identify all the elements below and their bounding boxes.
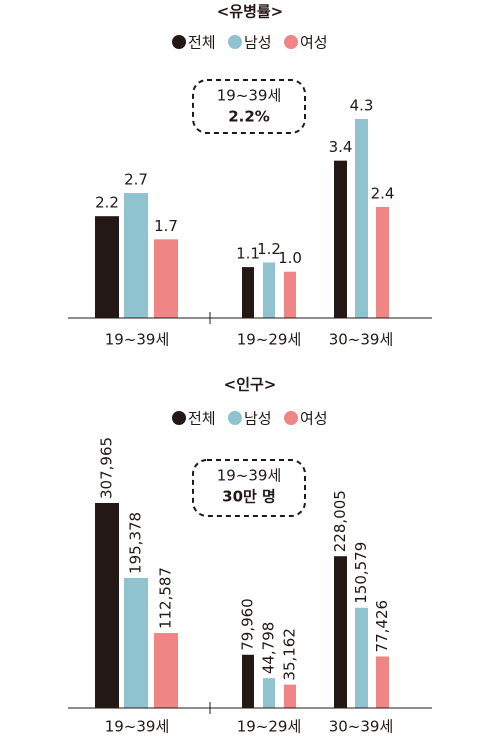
annotation-box [192,459,306,517]
value-label: 35,162 [281,628,299,681]
value-label: 2.7 [124,171,148,189]
bar [263,262,275,318]
value-label: 195,378 [127,512,145,574]
bar [355,119,368,318]
annotation-value: 2.2% [228,108,270,126]
value-label: 3.4 [329,138,353,156]
x-tick-label: 19~39세 [105,331,170,349]
bar [154,239,178,318]
value-label: 307,965 [98,437,116,499]
value-label: 4.3 [350,97,374,115]
value-label: 1.1 [236,245,260,263]
bar [284,684,296,708]
value-label: 77,426 [373,600,391,653]
value-label: 150,579 [352,542,370,604]
legend-dot [284,35,298,49]
bar [334,556,347,708]
legend-label: 전체 [188,34,216,52]
legend-label: 여성 [300,34,328,52]
legend-label: 여성 [300,410,328,428]
x-tick-label: 19~39세 [105,718,170,736]
x-tick-label: 30~39세 [329,718,394,736]
bar [95,216,119,318]
bar [355,607,368,708]
bar [263,678,275,708]
bar [95,503,119,708]
legend-label: 남성 [244,410,272,428]
value-label: 79,960 [239,598,257,651]
bar [124,577,148,708]
chart-title: <인구> [224,376,277,394]
legend-label: 남성 [244,34,272,52]
legend-dot [228,35,242,49]
legend-label: 전체 [188,410,216,428]
bar [284,271,296,318]
legend-dot [228,411,242,425]
x-tick-label: 19~29세 [237,331,302,349]
value-label: 2.4 [371,184,395,202]
legend-dot [172,35,186,49]
annotation-label: 19~39세 [217,87,282,105]
value-label: 1.0 [278,249,302,267]
value-label: 112,587 [157,567,175,629]
value-label: 228,005 [331,490,349,552]
chart-title: <유병률> [217,3,284,21]
x-tick-label: 19~29세 [237,718,302,736]
value-label: 44,798 [260,622,278,675]
annotation-value: 30만 명 [222,488,276,506]
legend-dot [172,411,186,425]
value-label: 1.7 [154,217,178,235]
bar [124,193,148,318]
annotation-box [192,79,306,134]
bar [242,654,254,708]
annotation-label: 19~39세 [217,467,282,485]
x-tick-label: 30~39세 [329,331,394,349]
bar [242,267,254,318]
legend-dot [284,411,298,425]
bar [376,206,389,318]
bar [376,656,389,708]
value-label: 1.2 [257,240,281,258]
bar [154,633,178,708]
bar [334,160,347,318]
value-label: 2.2 [95,194,119,212]
